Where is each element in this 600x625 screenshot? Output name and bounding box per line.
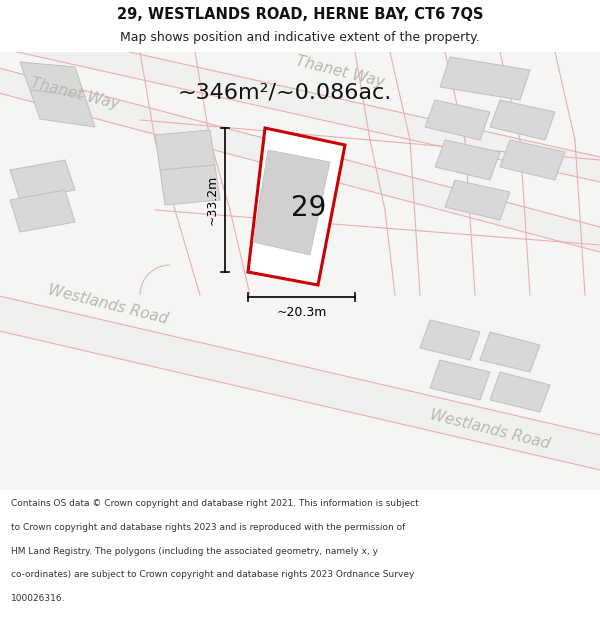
Text: Thanet Way: Thanet Way — [294, 54, 386, 90]
Polygon shape — [10, 160, 75, 200]
Text: Westlands Road: Westlands Road — [428, 408, 551, 452]
Text: 29, WESTLANDS ROAD, HERNE BAY, CT6 7QS: 29, WESTLANDS ROAD, HERNE BAY, CT6 7QS — [117, 7, 483, 22]
Polygon shape — [445, 180, 510, 220]
Text: ~20.3m: ~20.3m — [277, 306, 326, 319]
Polygon shape — [248, 128, 345, 285]
Polygon shape — [430, 360, 490, 400]
Polygon shape — [160, 165, 220, 205]
Polygon shape — [30, 90, 95, 127]
Polygon shape — [0, 67, 600, 252]
Text: ~33.2m: ~33.2m — [205, 175, 218, 225]
Polygon shape — [0, 52, 600, 490]
Polygon shape — [500, 140, 565, 180]
Polygon shape — [420, 320, 480, 360]
Text: Contains OS data © Crown copyright and database right 2021. This information is : Contains OS data © Crown copyright and d… — [11, 499, 419, 509]
Polygon shape — [10, 190, 75, 232]
Text: co-ordinates) are subject to Crown copyright and database rights 2023 Ordnance S: co-ordinates) are subject to Crown copyr… — [11, 571, 414, 579]
Polygon shape — [20, 62, 85, 97]
Text: Westlands Road: Westlands Road — [46, 283, 170, 327]
Polygon shape — [0, 22, 600, 182]
Text: Thanet Way: Thanet Way — [29, 76, 121, 112]
Polygon shape — [425, 100, 490, 140]
Polygon shape — [490, 100, 555, 140]
Text: ~346m²/~0.086ac.: ~346m²/~0.086ac. — [178, 82, 392, 102]
Polygon shape — [490, 372, 550, 412]
Text: 100026316.: 100026316. — [11, 594, 65, 603]
Text: HM Land Registry. The polygons (including the associated geometry, namely x, y: HM Land Registry. The polygons (includin… — [11, 547, 378, 556]
Polygon shape — [155, 130, 215, 170]
Polygon shape — [440, 57, 530, 100]
Text: to Crown copyright and database rights 2023 and is reproduced with the permissio: to Crown copyright and database rights 2… — [11, 523, 405, 532]
Text: Map shows position and indicative extent of the property.: Map shows position and indicative extent… — [120, 31, 480, 44]
Text: 29: 29 — [292, 194, 326, 221]
Polygon shape — [253, 150, 330, 255]
Polygon shape — [480, 332, 540, 372]
Polygon shape — [435, 140, 500, 180]
Polygon shape — [0, 295, 600, 470]
